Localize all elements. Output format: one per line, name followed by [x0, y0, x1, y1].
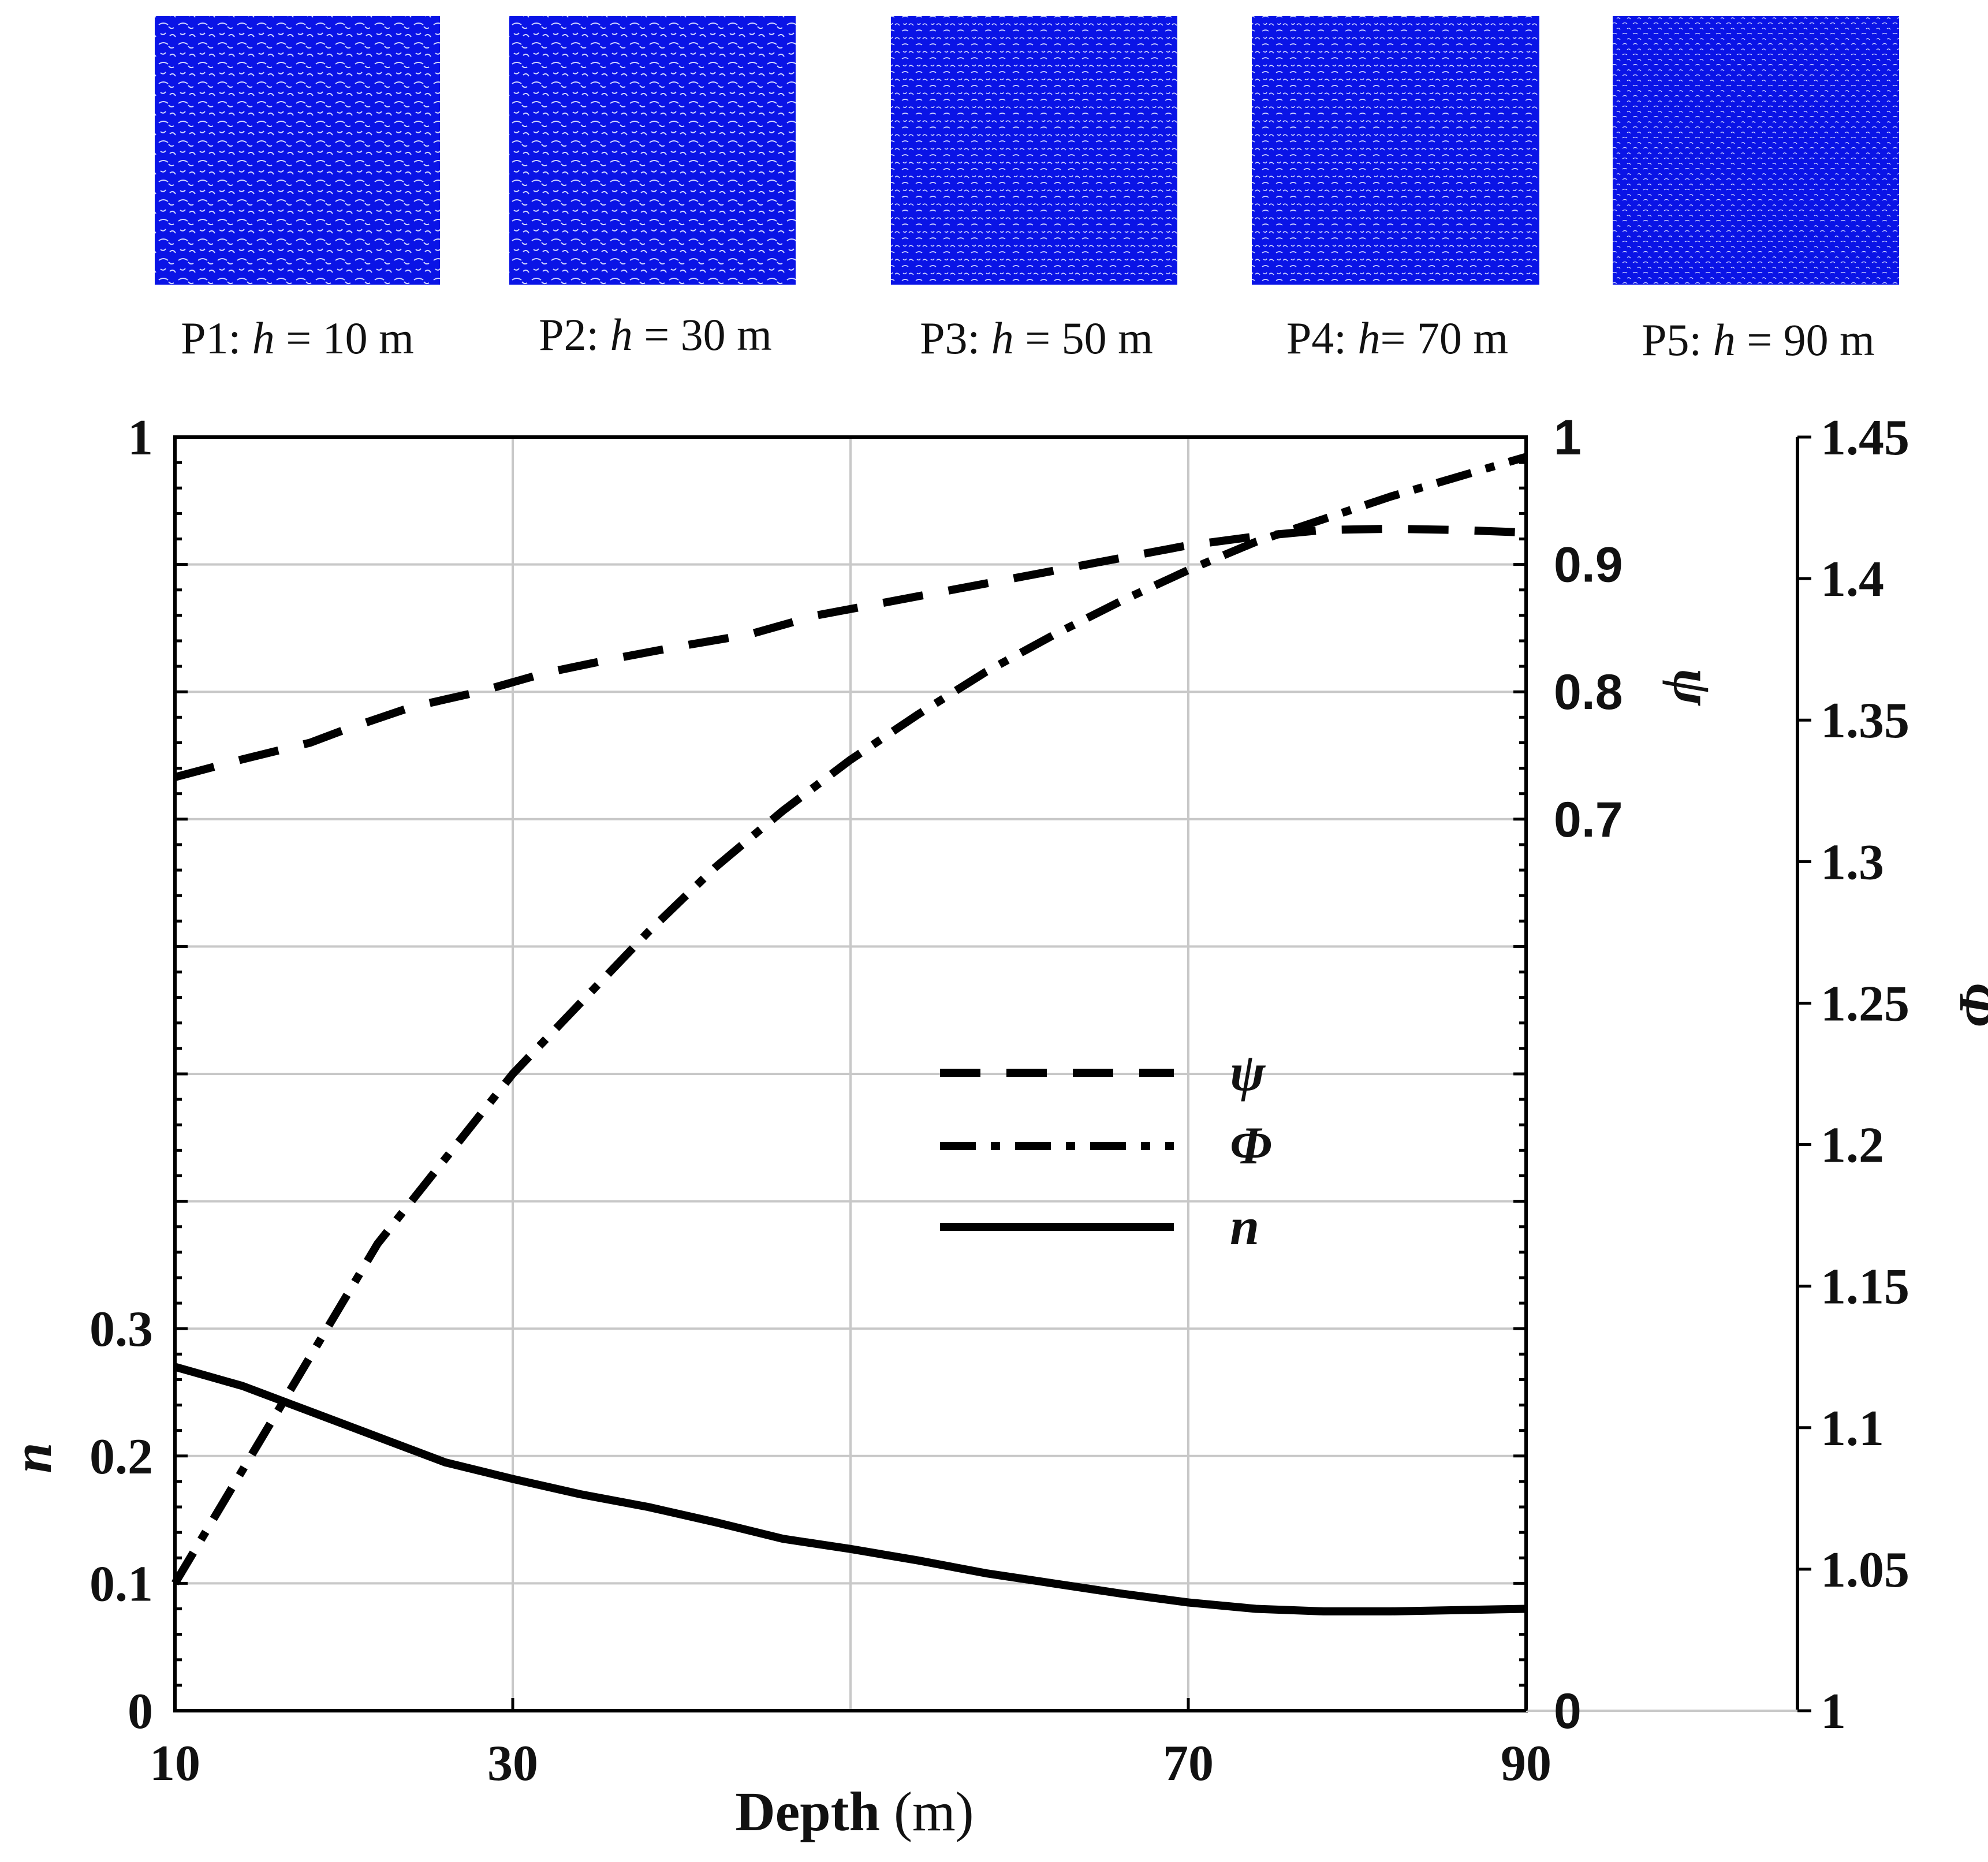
- phi-tick-label: 1.4: [1821, 551, 1884, 607]
- n-tick-label: 0.2: [89, 1429, 153, 1485]
- x-tick-label: 70: [1163, 1736, 1214, 1792]
- series: [171, 453, 1527, 1615]
- panel-label-p4: P4: h= 70 m: [1286, 313, 1508, 363]
- x-tick-label: 90: [1501, 1736, 1551, 1792]
- series-n-line: [174, 1363, 1527, 1615]
- phi-tick-label: 1.35: [1821, 693, 1909, 749]
- panel-image-p5: [1613, 16, 1899, 285]
- x-tick-label: 30: [487, 1736, 538, 1792]
- phi-tick-label: 1.45: [1821, 410, 1909, 466]
- panel-label-p5: P5: h = 90 m: [1642, 315, 1875, 365]
- panel-label-p1: P1: h = 10 m: [181, 313, 414, 363]
- legend-label: n: [1230, 1197, 1259, 1256]
- panel-image-p1: [155, 16, 440, 285]
- n-tick-label: 0.3: [89, 1301, 153, 1357]
- axes: 10 30 70 9000.10.20.3100.70.80.9111.051.11.…: [89, 410, 1909, 1792]
- panel-image-p3: [891, 16, 1177, 285]
- legend-label: ψ: [1230, 1043, 1266, 1102]
- psi-tick-label: 0.9: [1554, 538, 1623, 593]
- psi-tick-label: 1: [1554, 410, 1582, 465]
- phi-tick-label: 1: [1821, 1684, 1846, 1740]
- phi-tick-label: 1.2: [1821, 1118, 1884, 1174]
- panel-image-p2: [509, 16, 796, 285]
- psi-tick-label: 0.7: [1554, 792, 1623, 848]
- series-psi-line: [174, 524, 1527, 781]
- psi-tick-label: 0: [1554, 1684, 1582, 1739]
- n-tick-label: 0: [128, 1684, 153, 1740]
- phi-tick-label: 1.15: [1821, 1259, 1909, 1315]
- series-phi-line: [171, 453, 1527, 1585]
- phi-tick-label: 1.3: [1821, 834, 1884, 890]
- psi-tick-label: 0.8: [1554, 665, 1623, 720]
- phi-tick-label: 1.25: [1821, 976, 1909, 1032]
- x-tick-label: 10: [150, 1736, 200, 1792]
- y-axis-title-phi: Φ: [1948, 983, 1988, 1027]
- microstructure-panels: P1: h = 10 m P2: h = 30 m P3: h = 50 m P…: [155, 16, 1899, 365]
- grid: [175, 437, 1526, 1711]
- y-axis-title-psi: ψ: [1662, 669, 1724, 706]
- phi-tick-label: 1.1: [1821, 1401, 1884, 1457]
- n-tick-label: 1: [128, 410, 153, 466]
- n-tick-label: 0.1: [89, 1556, 153, 1612]
- legend: ψΦn: [940, 1043, 1272, 1256]
- y-axis-title-n: n: [1, 1442, 63, 1473]
- x-axis-title: Depth (m): [735, 1781, 974, 1842]
- legend-label: Φ: [1230, 1116, 1272, 1175]
- panel-label-p2: P2: h = 30 m: [539, 309, 772, 360]
- phi-tick-label: 1.05: [1821, 1542, 1909, 1598]
- panel-image-p4: [1252, 16, 1539, 285]
- panel-label-p3: P3: h = 50 m: [920, 313, 1153, 363]
